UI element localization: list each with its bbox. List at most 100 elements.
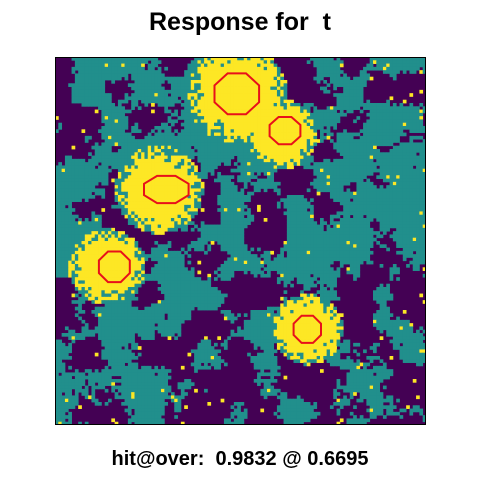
heatmap-cell: [336, 135, 341, 140]
heatmap-cell: [127, 155, 132, 160]
heatmap-cell: [396, 145, 400, 150]
heatmap-cell: [399, 172, 404, 176]
heatmap-cell: [233, 198, 238, 202]
heatmap-cell: [147, 195, 152, 199]
heatmap-cell: [326, 57, 331, 61]
heatmap-cell: [250, 112, 255, 117]
heatmap-cell: [402, 247, 407, 252]
heatmap-cell: [71, 70, 76, 74]
heatmap-cell: [329, 76, 334, 81]
heatmap-cell: [124, 244, 129, 248]
heatmap-cell: [250, 93, 255, 97]
heatmap-cell: [197, 145, 202, 150]
heatmap-cell: [379, 57, 384, 61]
heatmap-cell: [184, 149, 188, 153]
heatmap-cell: [197, 76, 202, 81]
heatmap-cell: [296, 211, 301, 216]
heatmap-cell: [376, 132, 381, 137]
heatmap-cell: [250, 172, 255, 176]
heatmap-cell: [108, 158, 112, 163]
heatmap-cell: [409, 208, 414, 212]
heatmap-cell: [58, 122, 63, 127]
heatmap-cell: [237, 106, 241, 110]
heatmap-cell: [343, 103, 347, 107]
heatmap-cell: [306, 132, 311, 137]
heatmap-cell: [227, 57, 231, 61]
heatmap-cell: [346, 149, 351, 153]
heatmap-cell: [406, 254, 410, 258]
heatmap-cell: [416, 66, 420, 71]
heatmap-cell: [310, 165, 314, 170]
heatmap-cell: [260, 149, 265, 153]
heatmap-cell: [147, 218, 152, 222]
heatmap-cell: [167, 129, 172, 133]
heatmap-cell: [223, 241, 228, 245]
heatmap-cell: [217, 227, 222, 232]
heatmap-cell: [237, 195, 241, 199]
heatmap-cell: [329, 165, 334, 170]
heatmap-cell: [346, 188, 351, 193]
heatmap-cell: [329, 218, 334, 222]
heatmap-cell: [343, 234, 347, 239]
heatmap-cell: [253, 165, 258, 170]
heatmap-cell: [243, 145, 248, 150]
heatmap-cell: [399, 211, 404, 216]
heatmap-cell: [339, 175, 344, 179]
heatmap-cell: [333, 198, 337, 202]
heatmap-cell: [326, 73, 331, 78]
heatmap-cell: [78, 237, 82, 242]
heatmap-cell: [174, 165, 178, 170]
heatmap-cell: [273, 66, 278, 71]
heatmap-cell: [180, 175, 185, 179]
heatmap-cell: [396, 241, 400, 245]
heatmap-cell: [382, 191, 387, 196]
heatmap-cell: [402, 244, 407, 248]
heatmap-cell: [313, 231, 318, 235]
heatmap-cell: [187, 201, 192, 206]
heatmap-cell: [207, 57, 212, 61]
heatmap-cell: [409, 158, 414, 163]
heatmap-cell: [98, 221, 102, 225]
heatmap-cell: [204, 231, 208, 235]
heatmap-cell: [144, 175, 149, 179]
heatmap-cell: [240, 99, 245, 104]
heatmap-cell: [111, 204, 116, 209]
heatmap-cell: [114, 129, 119, 133]
heatmap-cell: [121, 178, 125, 183]
heatmap-cell: [230, 89, 235, 94]
heatmap-cell: [127, 175, 132, 179]
heatmap-cell: [250, 122, 255, 127]
heatmap-cell: [127, 221, 132, 225]
heatmap-cell: [320, 76, 324, 81]
heatmap-cell: [187, 175, 192, 179]
heatmap-cell: [180, 227, 185, 232]
heatmap-cell: [94, 214, 99, 219]
heatmap-cell: [296, 198, 301, 202]
heatmap-cell: [220, 175, 225, 179]
heatmap-cell: [406, 244, 410, 248]
heatmap-cell: [78, 224, 82, 229]
heatmap-cell: [366, 198, 371, 202]
heatmap-cell: [164, 185, 169, 189]
heatmap-cell: [210, 234, 215, 239]
heatmap-cell: [217, 195, 222, 199]
heatmap-cell: [300, 142, 304, 147]
heatmap-cell: [91, 250, 96, 255]
heatmap-cell: [353, 93, 357, 97]
heatmap-cell: [88, 191, 92, 196]
heatmap-cell: [210, 149, 215, 153]
heatmap-cell: [88, 96, 92, 101]
heatmap-cell: [293, 162, 298, 166]
heatmap-cell: [267, 86, 271, 91]
heatmap-cell: [369, 241, 374, 245]
heatmap-cell: [161, 247, 165, 252]
heatmap-cell: [237, 244, 241, 248]
heatmap-cell: [167, 149, 172, 153]
heatmap-cell: [392, 191, 397, 196]
heatmap-cell: [412, 126, 417, 130]
heatmap-cell: [55, 165, 59, 170]
heatmap-cell: [402, 178, 407, 183]
heatmap-cell: [419, 214, 424, 219]
heatmap-cell: [134, 86, 139, 91]
heatmap-cell: [127, 208, 132, 212]
